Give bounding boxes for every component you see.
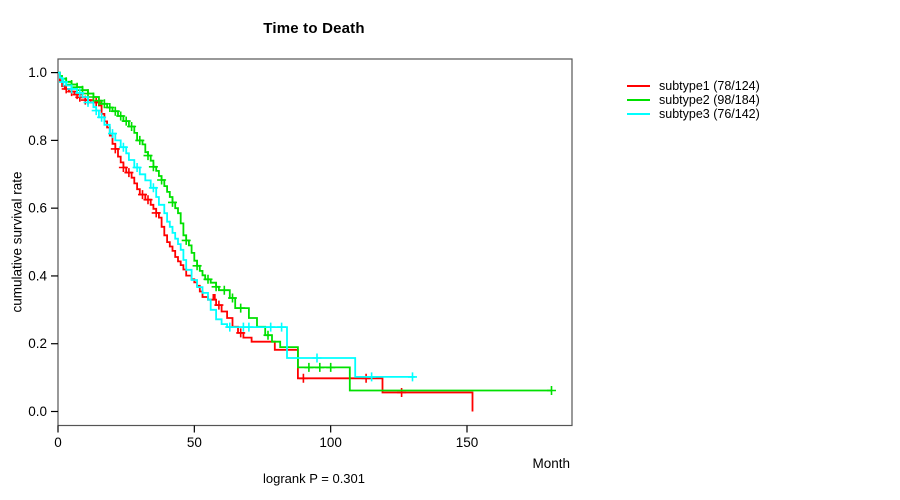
legend-label-subtype2: subtype2 (98/184) <box>659 92 760 107</box>
censor-marks-subtype3 <box>59 77 417 382</box>
censor-marks-subtype2 <box>61 77 556 395</box>
y-tick-label: 0.2 <box>28 336 47 351</box>
x-tick-label: 100 <box>319 435 342 450</box>
y-axis-label: cumulative survival rate <box>9 171 25 313</box>
legend-item-subtype3: subtype3 (76/142) <box>627 106 760 121</box>
y-tick-label: 0.6 <box>28 201 47 216</box>
censor-marks-subtype1 <box>61 84 407 397</box>
legend-label-subtype3: subtype3 (76/142) <box>659 106 760 121</box>
x-tick-label: 50 <box>187 435 202 450</box>
legend-line-subtype2 <box>627 98 650 101</box>
legend-line-subtype1 <box>627 84 650 87</box>
logrank-annotation: logrank P = 0.301 <box>262 471 366 486</box>
legend-item-subtype1: subtype1 (78/124) <box>627 78 760 93</box>
legend-label-subtype1: subtype1 (78/124) <box>659 78 760 93</box>
curve-subtype1 <box>58 71 474 412</box>
x-tick-label: 150 <box>456 435 479 450</box>
x-axis-label: Month <box>532 456 570 471</box>
y-tick-label: 0.4 <box>28 268 47 283</box>
y-tick-label: 1.0 <box>28 65 47 80</box>
y-tick-label: 0.0 <box>28 404 47 419</box>
y-tick-label: 0.8 <box>28 133 47 148</box>
chart-title: Time to Death <box>263 20 365 37</box>
legend-line-subtype3 <box>627 112 650 115</box>
legend-item-subtype2: subtype2 (98/184) <box>627 92 760 107</box>
curve-subtype3 <box>58 71 416 378</box>
curve-subtype2 <box>58 71 552 392</box>
plot-box <box>57 58 573 427</box>
legend: subtype1 (78/124) subtype2 (98/184) subt… <box>627 78 760 121</box>
x-tick-label: 0 <box>54 435 62 450</box>
